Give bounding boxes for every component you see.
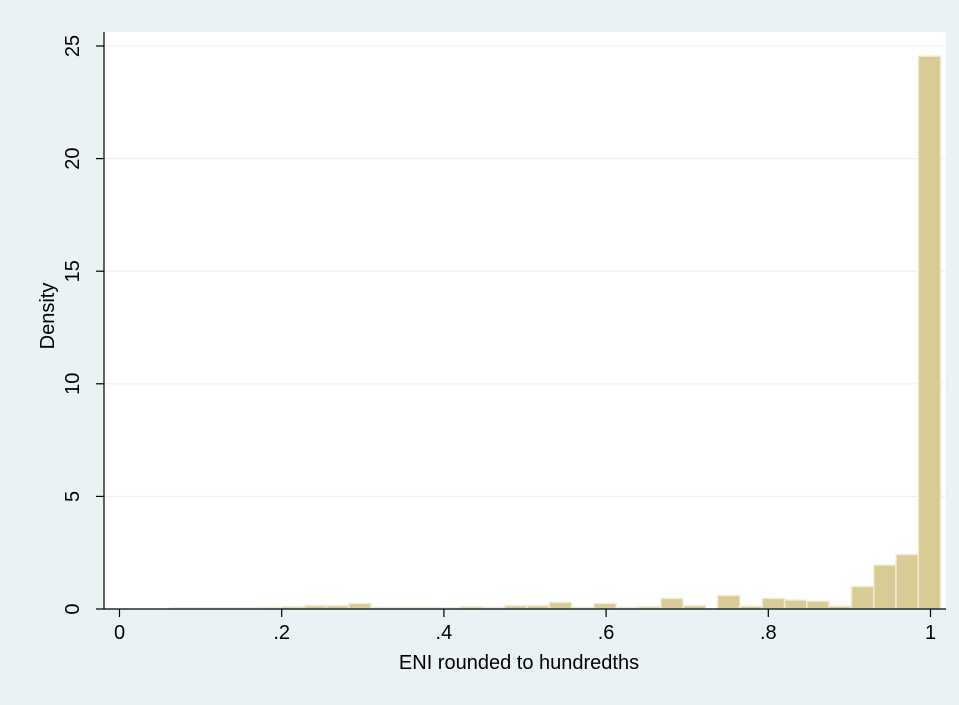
x-tick-label: 0 (114, 622, 125, 644)
x-tick-label: .6 (598, 622, 615, 644)
y-axis-label: Density (37, 283, 59, 350)
histogram-bar (660, 597, 684, 610)
x-axis-label: ENI rounded to hundredths (399, 652, 639, 674)
y-tick-label: 0 (62, 603, 84, 614)
histogram-bar (895, 553, 920, 610)
histogram-bar (783, 599, 808, 610)
y-tick-label: 10 (62, 373, 84, 395)
histogram-bar (872, 564, 897, 610)
y-tick-label: 25 (62, 35, 84, 57)
axis-ticks: 0 5 10 15 20 25 0 .2 .4 .6 .8 1 (62, 35, 936, 644)
histogram-bar (716, 594, 741, 610)
x-tick-label: .4 (436, 622, 453, 644)
gridlines (104, 45, 946, 497)
histogram-bar (806, 600, 830, 610)
y-tick-label: 5 (62, 491, 84, 502)
histogram-bar (593, 602, 617, 610)
x-tick-label: .8 (760, 622, 777, 644)
y-tick-label: 20 (62, 147, 84, 169)
histogram-bar (917, 55, 942, 610)
x-tick-label: 1 (925, 622, 936, 644)
histogram-bar (347, 602, 372, 610)
y-tick-label: 15 (62, 260, 84, 282)
histogram-bar (850, 585, 875, 610)
plot-background (104, 32, 946, 609)
x-tick-label: .2 (273, 622, 290, 644)
histogram-bar (548, 601, 573, 610)
histogram-bar (761, 597, 786, 610)
